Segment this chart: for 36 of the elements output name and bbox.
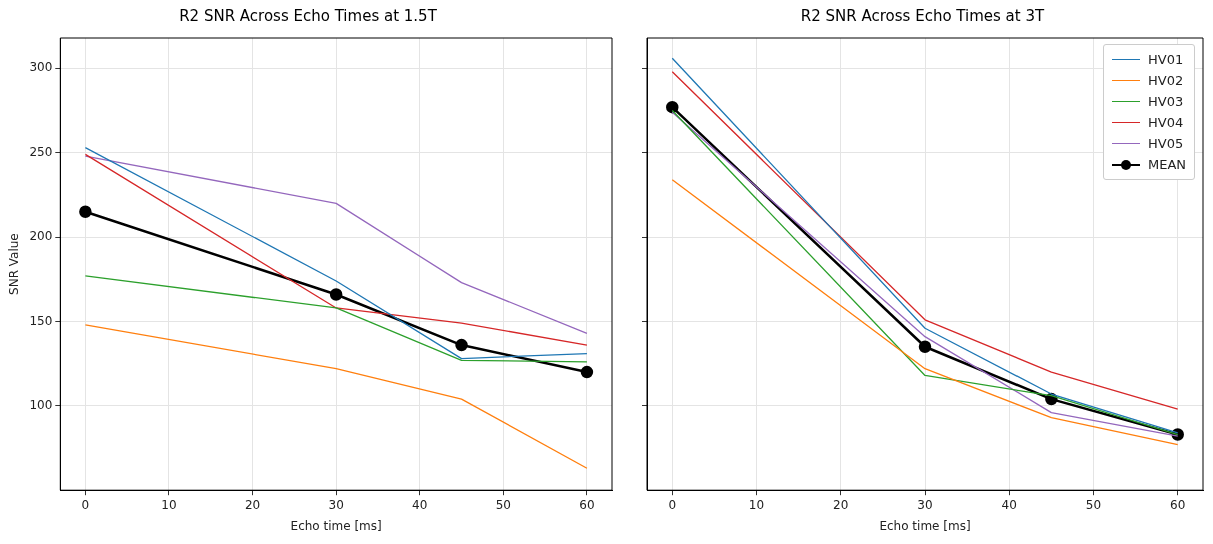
legend-label: HV04 [1148,115,1184,130]
y-axis-title: SNR Value [7,233,22,295]
legend-label: HV02 [1148,73,1184,88]
point [580,365,594,379]
x-tick-label: 30 [917,497,933,512]
point [79,205,92,219]
x-tick-label: 0 [668,497,677,512]
x-tick-label: 50 [495,497,511,512]
legend-label: MEAN [1148,157,1187,172]
chart-title: R2 SNR Across Echo Times at 1.5T [179,6,438,25]
chart-title: R2 SNR Across Echo Times at 3T [800,6,1046,25]
y-tick-label: 300 [29,60,53,75]
x-tick-label: 40 [412,497,428,512]
point [666,100,679,114]
y-tick-label: 200 [29,229,53,244]
legend-label: HV01 [1148,52,1184,67]
point [329,288,343,301]
x-tick-label: 30 [328,497,344,512]
y-tick-label: 250 [29,144,53,159]
x-tick-label: 0 [81,497,90,512]
y-tick-label: 100 [29,397,53,412]
legend-label: HV03 [1148,94,1184,109]
y-tick-label: 150 [29,313,53,328]
x-tick-label: 60 [579,497,595,512]
x-tick-label: 50 [1085,497,1102,512]
x-tick-label: 10 [748,497,765,512]
x-tick-label: 20 [244,497,261,512]
x-axis-title: Echo time [ms] [290,518,382,533]
point [918,340,932,354]
x-tick-label: 40 [1001,497,1017,512]
legend-label: HV05 [1148,136,1184,151]
x-tick-label: 60 [1170,497,1186,512]
point [455,338,468,352]
x-tick-label: 10 [161,497,177,512]
x-tick-label: 20 [833,497,849,512]
x-axis-title: Echo time [ms] [879,518,971,533]
